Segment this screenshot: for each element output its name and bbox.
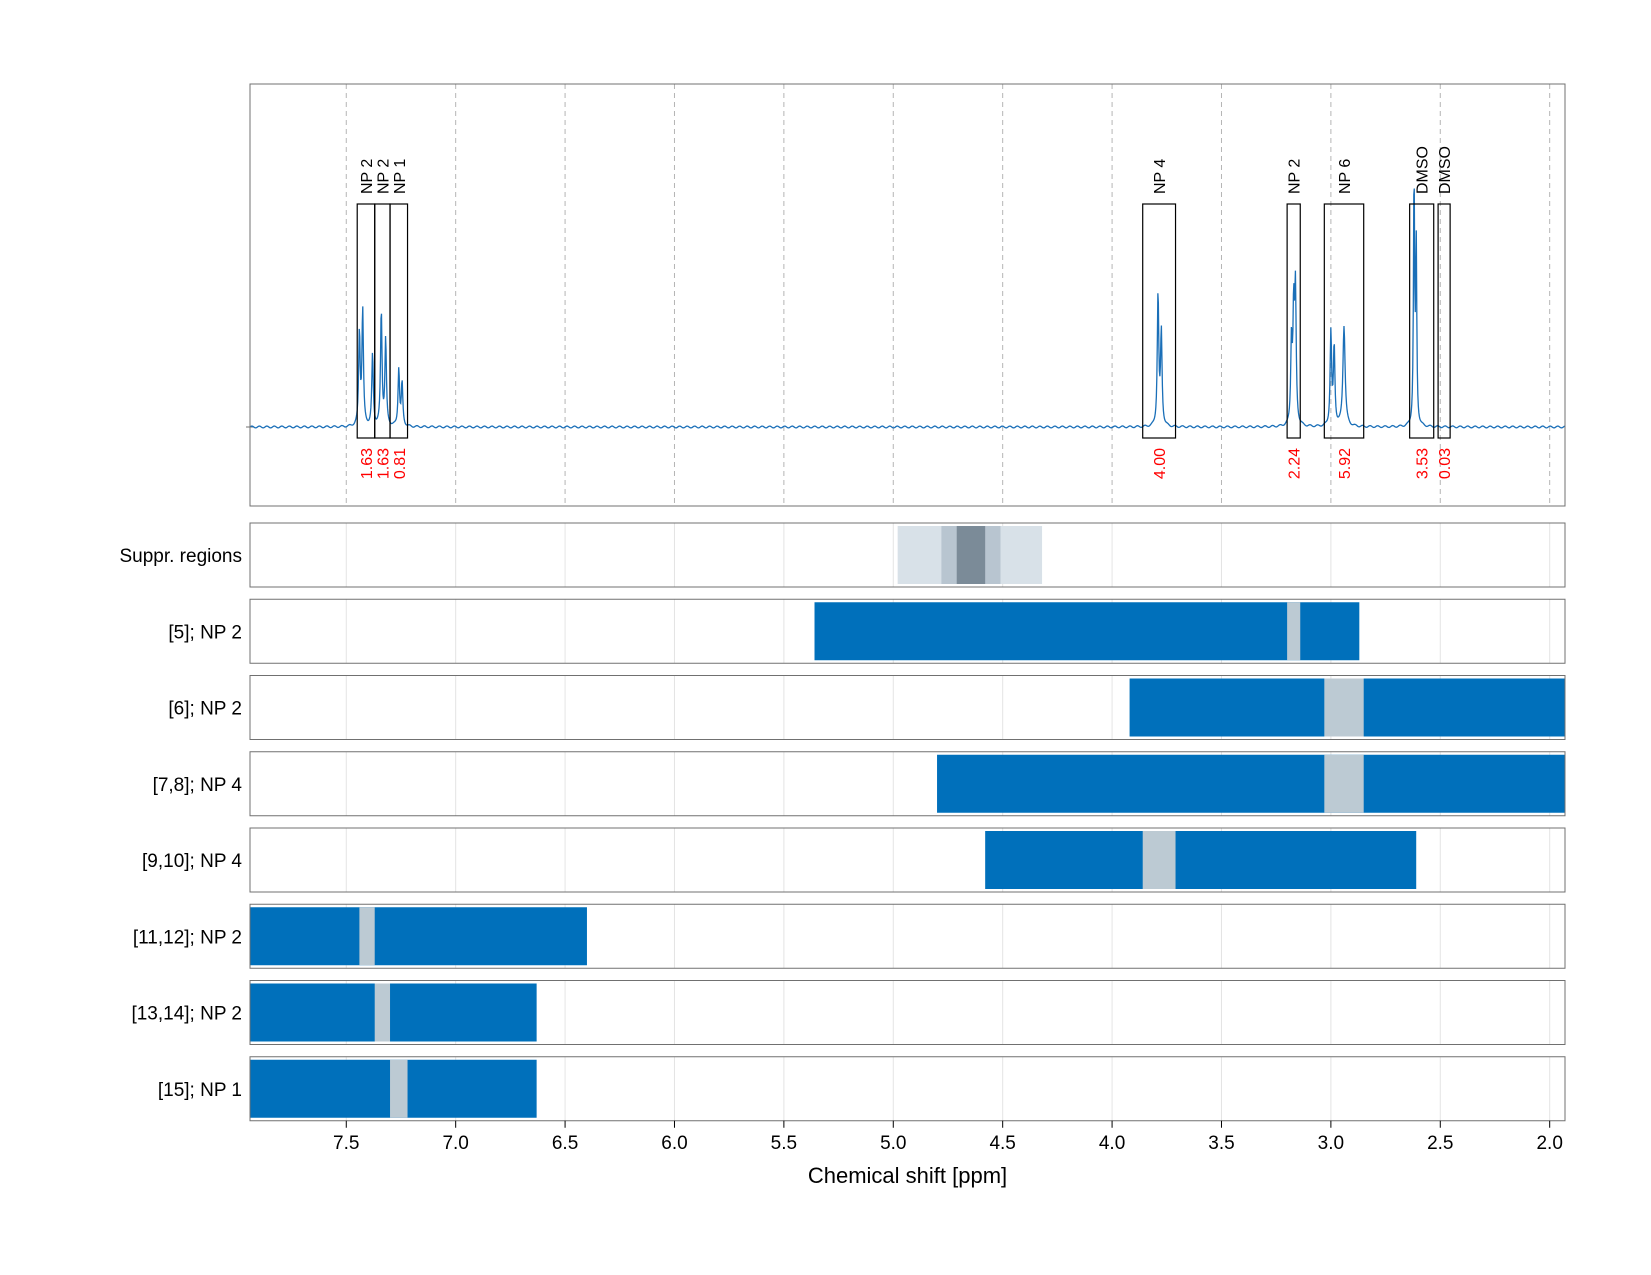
- integration-region-label: NP 2: [359, 159, 376, 194]
- row-label: [7,8]; NP 4: [153, 775, 243, 796]
- excluded-band: [1324, 678, 1364, 737]
- row-frame: [249, 903, 1566, 969]
- integral-value-label: 0.03: [1437, 448, 1454, 479]
- spectrum-gridlines: [246, 84, 1551, 506]
- row-frame: [249, 980, 1566, 1045]
- range-bar: [250, 983, 537, 1042]
- row-label: [13,14]; NP 2: [131, 1004, 242, 1025]
- integration-region-label: NP 2: [1287, 159, 1304, 194]
- integral-value-label: 1.63: [359, 448, 376, 479]
- row-frame: [249, 751, 1566, 817]
- integral-value-label: 4.00: [1152, 448, 1169, 479]
- integration-region-box: [1142, 203, 1177, 439]
- row-frame: [249, 598, 1566, 664]
- suppression-row: Suppr. regions: [119, 522, 1566, 588]
- integration-region-label: NP 1: [392, 159, 409, 194]
- range-bar: [814, 602, 1360, 661]
- suppression-band: [956, 526, 986, 584]
- range-row: [13,14]; NP 2: [131, 980, 1566, 1045]
- excluded-band: [1324, 754, 1364, 813]
- x-tick-label: 4.5: [989, 1133, 1015, 1154]
- row-label: Suppr. regions: [119, 546, 242, 567]
- x-tick-label: 2.0: [1536, 1133, 1562, 1154]
- x-tick-label: 7.0: [442, 1133, 468, 1154]
- x-tick-label: 5.0: [880, 1133, 906, 1154]
- range-bar: [937, 754, 1565, 813]
- row-frame: [249, 1056, 1566, 1122]
- integral-value-label: 1.63: [375, 448, 392, 479]
- row-label: [11,12]; NP 2: [133, 927, 242, 948]
- range-row: [11,12]; NP 2: [133, 903, 1566, 969]
- range-row: [15]; NP 1: [158, 1056, 1566, 1122]
- excluded-band: [1142, 831, 1176, 889]
- range-rows: Suppr. regions [5]; NP 2 [6]; NP 2 [7,8]; N…: [119, 522, 1566, 1122]
- range-bar: [250, 907, 587, 966]
- excluded-band: [374, 983, 391, 1042]
- x-tick-label: 4.0: [1099, 1133, 1125, 1154]
- integration-region-label: DMSO: [1437, 146, 1454, 194]
- integration-region-box: [1409, 203, 1435, 439]
- row-label: [15]; NP 1: [158, 1080, 242, 1101]
- integration-region-box: [1437, 203, 1451, 439]
- row-label: [5]; NP 2: [168, 622, 242, 643]
- row-frame: [249, 827, 1566, 893]
- integration-region-box: [356, 203, 376, 439]
- row-label: [6]; NP 2: [168, 699, 242, 720]
- spectrum-panel: NP 2 1.63 NP 2 1.63 NP 1 0.81 NP 4 4.00 NP 2 2.24…: [246, 83, 1566, 507]
- x-tick-label: 7.5: [333, 1133, 359, 1154]
- range-row: [9,10]; NP 4: [142, 827, 1566, 893]
- range-row: [7,8]; NP 4: [153, 751, 1566, 817]
- row-frame: [249, 675, 1566, 740]
- excluded-band: [390, 1059, 408, 1118]
- integral-value-label: 2.24: [1287, 448, 1304, 479]
- integration-regions: NP 2 1.63 NP 2 1.63 NP 1 0.81 NP 4 4.00 NP 2 2.24…: [356, 146, 1454, 479]
- range-row: [5]; NP 2: [168, 598, 1566, 664]
- x-axis-label: Chemical shift [ppm]: [808, 1163, 1007, 1188]
- x-axis: 7.5 7.0 6.5 6.0 5.5 5.0 4.5 4.0 3.5 3.0 2.5 2.0: [333, 1120, 1563, 1154]
- integration-region-label: NP 4: [1152, 159, 1169, 194]
- integration-region-label: NP 6: [1337, 159, 1354, 194]
- x-tick-label: 6.5: [552, 1133, 578, 1154]
- row-frame: [249, 522, 1566, 588]
- integral-value-label: 0.81: [392, 448, 409, 479]
- integration-region-box: [389, 203, 409, 439]
- integration-region-box: [1286, 203, 1301, 439]
- integral-value-label: 3.53: [1415, 448, 1432, 479]
- spectrum-trace: [249, 188, 1566, 429]
- range-row: [6]; NP 2: [168, 675, 1566, 740]
- range-bar: [985, 831, 1417, 889]
- integral-value-label: 5.92: [1337, 448, 1354, 479]
- integration-region-label: NP 2: [375, 159, 392, 194]
- spectrum-panel-frame: [249, 83, 1566, 507]
- x-tick-label: 2.5: [1427, 1133, 1453, 1154]
- integration-region-label: DMSO: [1415, 146, 1432, 194]
- x-tick-label: 6.0: [661, 1133, 687, 1154]
- x-tick-label: 5.5: [771, 1133, 797, 1154]
- excluded-band: [359, 907, 375, 966]
- row-label: [9,10]; NP 4: [142, 851, 242, 872]
- integration-region-box: [1323, 203, 1365, 439]
- x-tick-label: 3.0: [1318, 1133, 1344, 1154]
- x-tick-label: 3.5: [1208, 1133, 1234, 1154]
- excluded-band: [1287, 602, 1301, 661]
